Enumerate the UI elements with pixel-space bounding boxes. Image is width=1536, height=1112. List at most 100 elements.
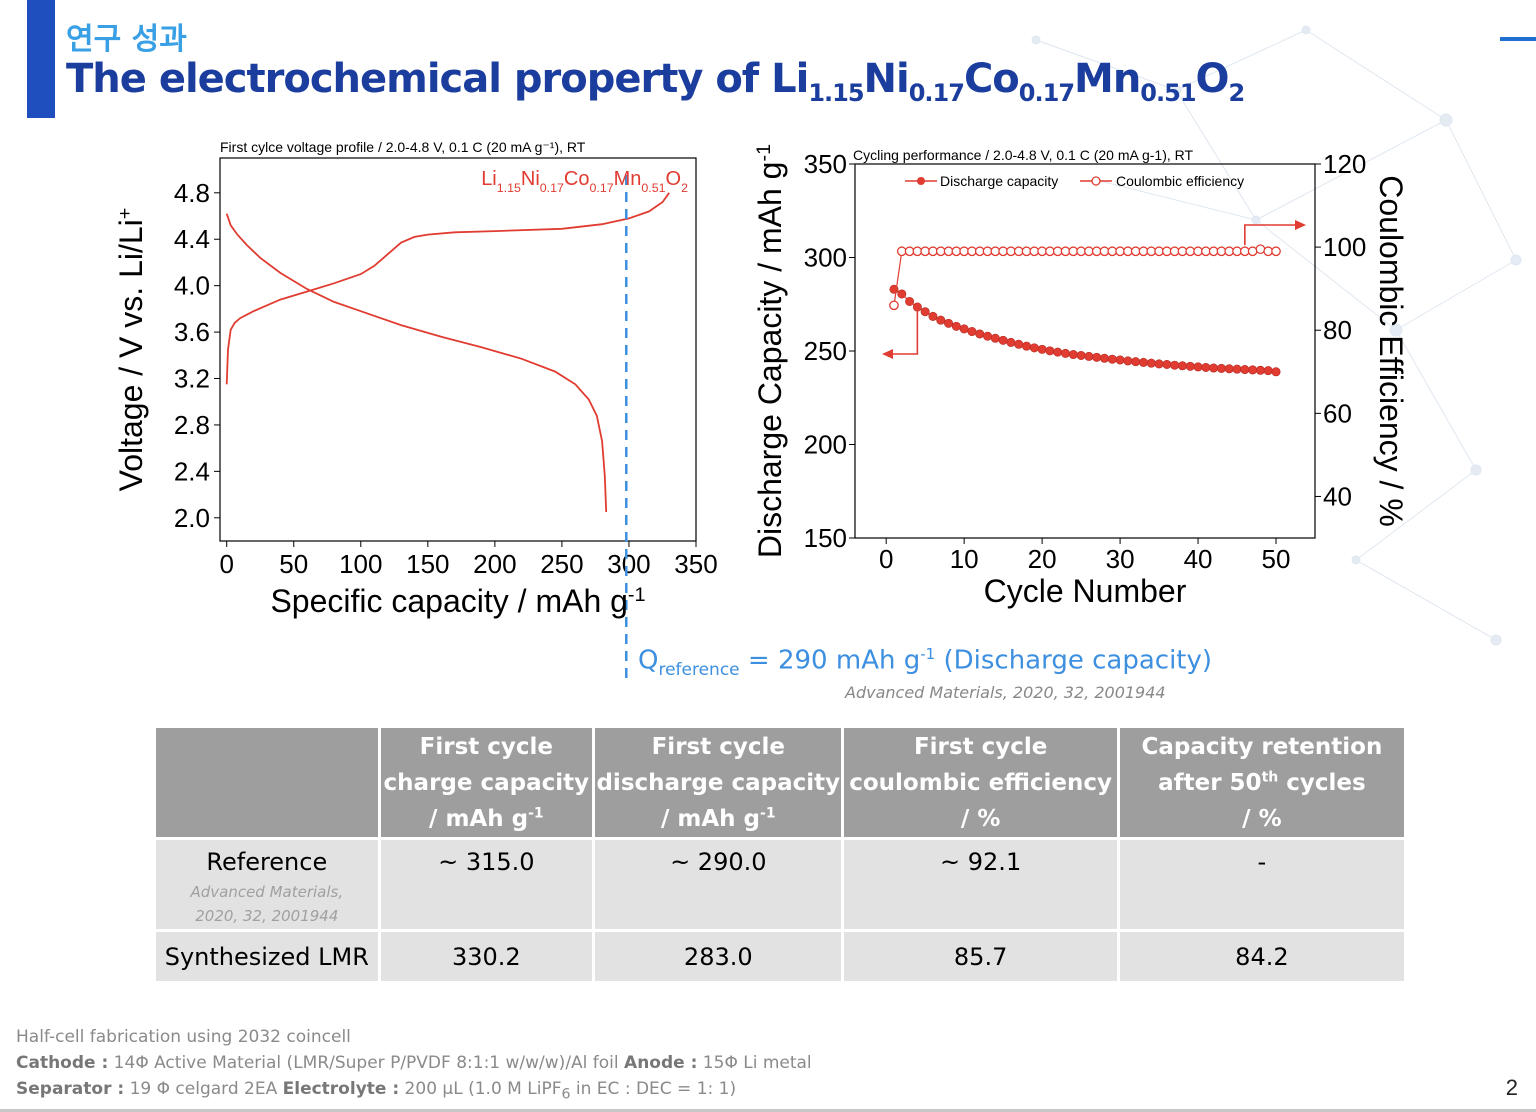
x-tick-label: 50	[279, 549, 308, 579]
coulombic-efficiency-point	[1200, 246, 1211, 257]
voltage-chart-title: First cylce voltage profile / 2.0-4.8 V,…	[220, 139, 586, 155]
voltage-plot-frame	[219, 157, 697, 542]
y-tick-label: 2.0	[174, 503, 210, 533]
coulombic-efficiency-point	[1146, 246, 1157, 257]
cell-value: ~ 315.0	[377, 837, 596, 932]
coulombic-efficiency-point	[1045, 246, 1055, 257]
coulombic-efficiency-point	[1130, 246, 1141, 257]
table-row: Reference Advanced Materials, 2020, 32, 20…	[153, 837, 1408, 932]
discharge-capacity-point	[990, 333, 1000, 343]
reference-capacity-note: Qreference = 290 mAh g-1 (Discharge capa…	[638, 645, 1213, 680]
voltage-curve-discharge	[225, 213, 608, 513]
y-tick-label: 4.4	[174, 224, 210, 254]
discharge-capacity-point	[1201, 362, 1211, 372]
table-row: Synthesized LMR 330.2 283.0 85.7 84.2	[153, 929, 1408, 984]
coulombic-efficiency-point	[935, 246, 946, 257]
coulombic-efficiency-point	[1060, 246, 1071, 257]
cycling-plot-frame	[854, 163, 1316, 539]
cell-value: 283.0	[592, 929, 845, 984]
discharge-capacity-point	[1053, 347, 1063, 357]
cell-value: 330.2	[377, 929, 596, 984]
coulombic-efficiency-point	[1271, 246, 1281, 257]
discharge-capacity-point	[1146, 358, 1156, 368]
discharge-capacity-point	[1029, 343, 1039, 353]
voltage-curve-charge	[225, 192, 670, 385]
discharge-capacity-point	[1271, 367, 1281, 377]
discharge-capacity-point	[1248, 365, 1258, 375]
coulombic-efficiency-point	[982, 246, 993, 257]
cell-value: 85.7	[841, 929, 1120, 984]
y-tick-label: 2.4	[174, 456, 210, 486]
discharge-capacity-point	[998, 335, 1008, 345]
discharge-capacity-point	[1224, 364, 1234, 374]
y2-tick-label: 60	[1323, 398, 1352, 428]
x-tick-label: 20	[1028, 544, 1057, 574]
slide-title: The electrochemical property of Li1.15Ni…	[66, 56, 1245, 107]
discharge-capacity-point	[1138, 357, 1148, 367]
coulombic-efficiency-point	[1169, 246, 1180, 257]
cell-value: ~ 290.0	[592, 837, 845, 932]
coulombic-efficiency-point	[1099, 246, 1110, 257]
page-number: 2	[1505, 1075, 1518, 1100]
coulombic-efficiency-point	[998, 246, 1008, 257]
row-label-reference: Reference Advanced Materials, 2020, 32, 20…	[153, 837, 381, 932]
results-table: First cycle charge capacity / mAh g-1 Firs…	[153, 725, 1408, 984]
table-header-charge: First cycle charge capacity / mAh g-1	[377, 725, 596, 840]
title-accent-bar	[27, 0, 55, 118]
discharge-capacity-point	[1185, 361, 1195, 371]
y-tick-label: 3.2	[174, 364, 210, 394]
coulombic-efficiency-point	[1185, 246, 1196, 257]
coulombic-efficiency-point	[1177, 246, 1188, 257]
x-tick-label: 50	[1262, 544, 1291, 574]
cell-value: ~ 92.1	[841, 837, 1120, 932]
footer-line-3: Separator : 19 Φ celgard 2EA Electrolyte…	[16, 1079, 737, 1103]
y-axis-label: Voltage / V vs. Li/Li+	[113, 208, 149, 492]
y-axis-label: Discharge Capacity / mAh g-1	[752, 144, 788, 558]
discharge-capacity-point	[1045, 346, 1055, 356]
coulombic-efficiency-point	[943, 246, 954, 257]
discharge-capacity-point	[1240, 365, 1250, 375]
discharge-capacity-point	[936, 315, 946, 325]
y-tick-label: 4.0	[174, 271, 210, 301]
table-header-efficiency: First cycle coulombic efficiency / %	[841, 725, 1120, 840]
right-axis-arrow	[1244, 224, 1300, 246]
bottom-divider	[0, 1109, 1536, 1112]
discharge-capacity-point	[983, 331, 993, 341]
coulombic-efficiency-point	[920, 246, 931, 257]
coulombic-efficiency-point	[1224, 246, 1235, 257]
discharge-capacity-point	[1115, 355, 1125, 365]
legend-marker-filled	[917, 177, 925, 185]
x-tick-label: 30	[1106, 544, 1135, 574]
discharge-capacity-point	[967, 327, 977, 337]
discharge-capacity-point	[1022, 341, 1032, 351]
coulombic-efficiency-point	[951, 246, 962, 257]
coulombic-efficiency-point	[1068, 246, 1079, 257]
discharge-capacity-point	[1170, 360, 1180, 370]
left-axis-arrow	[886, 311, 919, 355]
coulombic-efficiency-point	[889, 300, 899, 311]
coulombic-efficiency-point	[1232, 246, 1242, 257]
x-axis-label: Specific capacity / mAh g-1	[270, 583, 645, 619]
discharge-capacity-point	[1255, 365, 1265, 375]
background-network-pattern	[1031, 25, 1522, 646]
table-header-empty	[153, 725, 381, 840]
compound-formula-label: Li1.15Ni0.17Co0.17Mn0.51O2	[481, 168, 688, 195]
discharge-capacity-point	[1216, 363, 1226, 373]
row-label-synthesized: Synthesized LMR	[153, 929, 381, 984]
x-tick-label: 250	[540, 549, 583, 579]
coulombic-efficiency-point	[1247, 246, 1258, 257]
coulombic-efficiency-point	[1193, 246, 1203, 257]
x-tick-label: 350	[674, 549, 717, 579]
discharge-capacity-point	[928, 311, 938, 321]
discharge-capacity-point	[1107, 354, 1117, 364]
x-tick-label: 0	[879, 544, 893, 574]
x-tick-label: 300	[607, 549, 650, 579]
table-header-row: First cycle charge capacity / mAh g-1 Firs…	[153, 725, 1408, 840]
coulombic-efficiency-point	[1239, 246, 1250, 257]
x-tick-label: 100	[339, 549, 382, 579]
y-tick-label: 3.6	[174, 317, 210, 347]
discharge-capacity-point	[920, 307, 930, 317]
coulombic-efficiency-point	[1052, 246, 1063, 257]
y2-tick-label: 100	[1323, 232, 1366, 262]
discharge-capacity-point	[1232, 364, 1242, 374]
